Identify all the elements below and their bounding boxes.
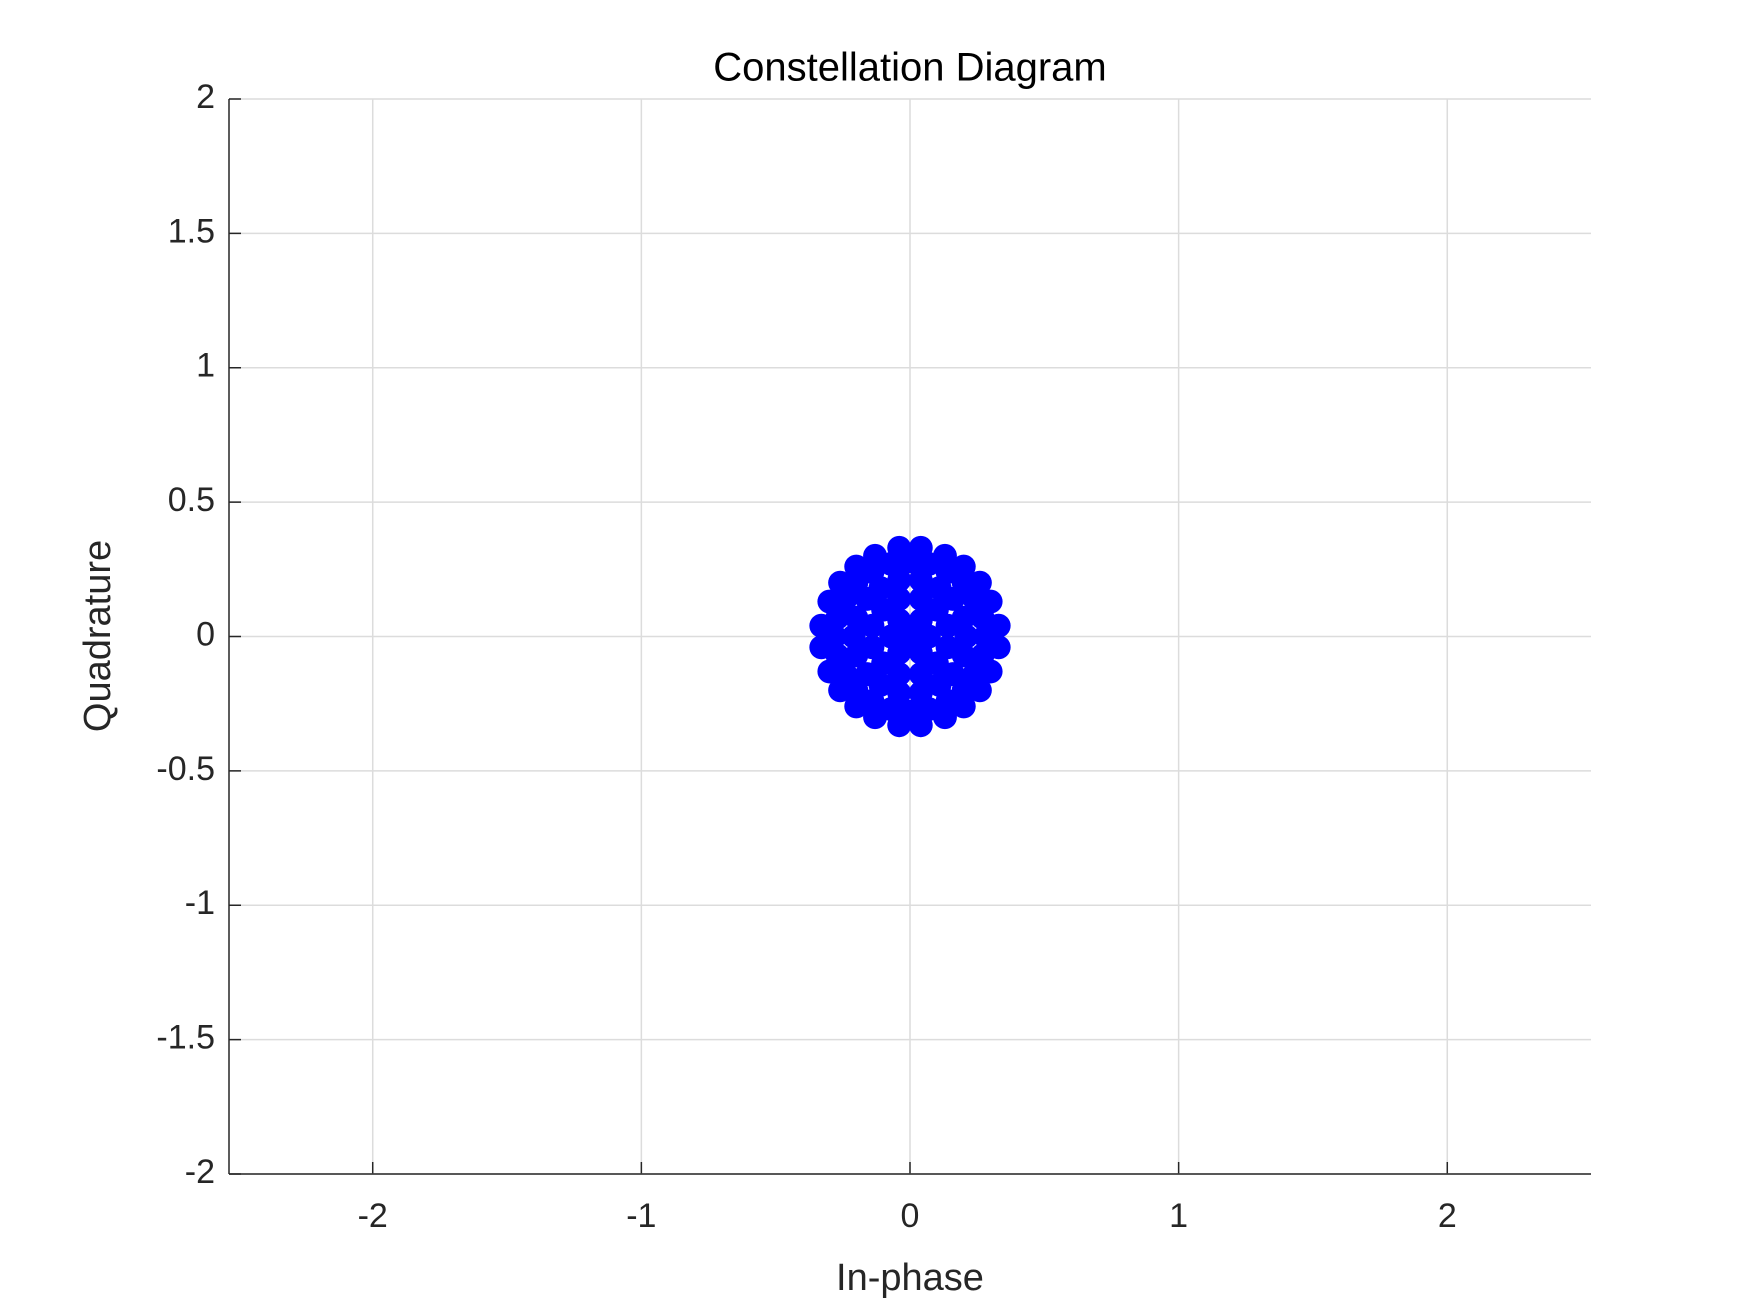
point	[951, 643, 976, 668]
point	[908, 535, 933, 560]
point	[887, 713, 912, 738]
point	[809, 635, 834, 660]
y-tick-label: -2	[185, 1153, 215, 1191]
point	[986, 613, 1011, 638]
y-tick-label: 1	[196, 347, 215, 385]
point	[844, 694, 869, 719]
point	[828, 570, 853, 595]
point	[986, 635, 1011, 660]
point	[809, 613, 834, 638]
point	[841, 624, 866, 649]
point	[908, 586, 933, 611]
x-tick-label: -2	[358, 1197, 388, 1235]
y-tick-label: 0	[196, 615, 215, 653]
point	[887, 535, 912, 560]
point	[863, 543, 888, 568]
point	[967, 678, 992, 703]
point	[908, 713, 933, 738]
point	[954, 624, 979, 649]
point	[844, 643, 869, 668]
point	[817, 659, 842, 684]
point	[828, 678, 853, 703]
point	[951, 605, 976, 630]
y-axis-label: Quadrature	[77, 540, 119, 732]
point	[951, 554, 976, 579]
point	[932, 543, 957, 568]
chart-title: Constellation Diagram	[713, 46, 1107, 90]
point	[817, 589, 842, 614]
x-tick-label: -1	[626, 1197, 656, 1235]
y-tick-label: -0.5	[156, 750, 215, 788]
y-tick-label: -1.5	[156, 1019, 215, 1057]
point	[863, 705, 888, 730]
point	[978, 659, 1003, 684]
y-tick-label: 0.5	[168, 481, 215, 519]
point	[932, 705, 957, 730]
point	[951, 694, 976, 719]
point	[844, 554, 869, 579]
point	[887, 662, 912, 687]
point	[967, 570, 992, 595]
point	[844, 605, 869, 630]
point	[978, 589, 1003, 614]
x-tick-label: 1	[1169, 1197, 1188, 1235]
y-tick-label: 1.5	[168, 212, 215, 250]
y-tick-label: -1	[185, 884, 215, 922]
x-axis-label: In-phase	[836, 1257, 984, 1299]
y-tick-label: 2	[196, 78, 215, 116]
x-tick-label: 0	[901, 1197, 920, 1235]
x-tick-label: 2	[1438, 1197, 1457, 1235]
